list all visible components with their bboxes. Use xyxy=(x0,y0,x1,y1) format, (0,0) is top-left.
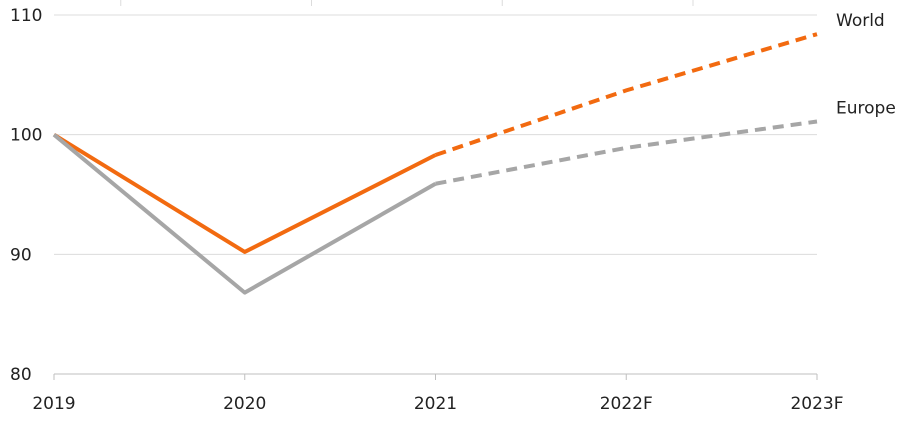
x-tick-label: 2021 xyxy=(414,394,457,414)
europe-point-2023F xyxy=(815,120,819,124)
europe-series-label: Europe xyxy=(836,99,896,119)
y-tick-label: 80 xyxy=(10,365,32,385)
europe-point-2022F xyxy=(624,146,628,150)
world-series-label: World xyxy=(836,11,885,31)
y-tick-label: 90 xyxy=(10,245,32,265)
y-tick-label: 110 xyxy=(10,6,42,26)
europe-line-actual xyxy=(52,133,437,295)
x-tick-label: 2023F xyxy=(790,394,843,414)
world-point-2022F xyxy=(624,88,628,92)
world-point-2020 xyxy=(243,250,247,254)
x-axis xyxy=(53,373,818,380)
x-tick-label: 2022F xyxy=(600,394,653,414)
europe-point-2020 xyxy=(243,291,247,295)
world-point-2023F xyxy=(815,32,819,36)
europe-line-forecast xyxy=(435,119,818,186)
x-tick-label: 2019 xyxy=(32,394,75,414)
world-line-actual xyxy=(52,132,437,254)
gridlines xyxy=(54,0,817,255)
world-line-forecast xyxy=(434,32,818,157)
x-tick-label: 2020 xyxy=(223,394,266,414)
europe-point-2021 xyxy=(434,182,438,186)
europe-point-2019 xyxy=(52,133,56,137)
labels: 80 90 100 110 2019 2020 2021 2022F 2023F World Eur… xyxy=(10,6,896,414)
world-point-2021 xyxy=(434,153,438,157)
series-lines xyxy=(52,32,819,295)
y-tick-label: 100 xyxy=(10,126,42,146)
